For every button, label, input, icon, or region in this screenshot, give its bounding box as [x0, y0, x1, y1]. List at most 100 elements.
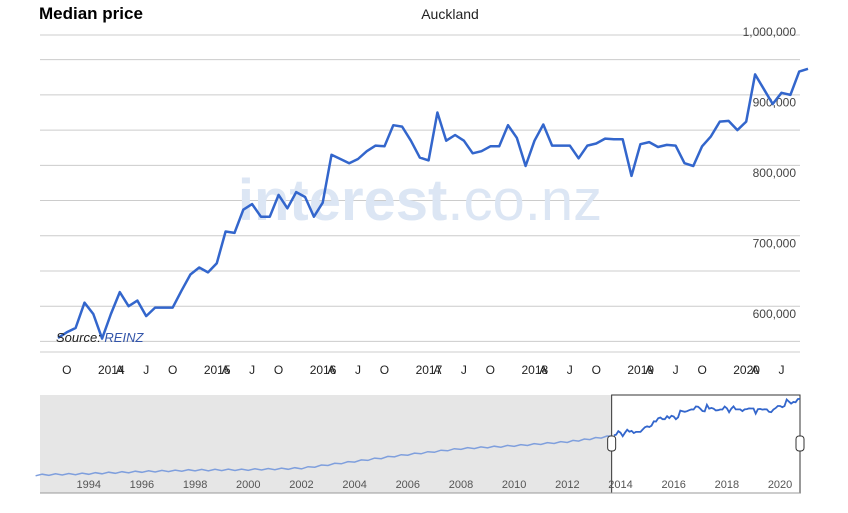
- data-point[interactable]: [152, 305, 158, 311]
- data-point[interactable]: [399, 124, 405, 130]
- data-point[interactable]: [302, 194, 308, 200]
- data-point[interactable]: [373, 143, 379, 149]
- data-point[interactable]: [205, 269, 211, 275]
- data-point[interactable]: [558, 143, 564, 149]
- data-point[interactable]: [364, 148, 370, 154]
- data-point[interactable]: [258, 214, 264, 220]
- data-point[interactable]: [337, 156, 343, 162]
- data-point[interactable]: [355, 156, 361, 162]
- data-point[interactable]: [426, 157, 432, 163]
- data-point[interactable]: [117, 289, 123, 295]
- navigator-left-handle[interactable]: [607, 435, 617, 452]
- x-tick-label: 2014: [98, 363, 125, 377]
- data-point[interactable]: [673, 143, 679, 149]
- data-point[interactable]: [611, 136, 617, 142]
- data-point[interactable]: [805, 66, 811, 72]
- data-point[interactable]: [276, 192, 282, 198]
- data-point[interactable]: [170, 305, 176, 311]
- x-tick-label: A: [116, 363, 124, 377]
- data-point[interactable]: [576, 155, 582, 161]
- data-point[interactable]: [734, 127, 740, 133]
- data-point[interactable]: [717, 119, 723, 125]
- data-point[interactable]: [417, 155, 423, 161]
- data-point[interactable]: [179, 288, 185, 294]
- data-point[interactable]: [346, 160, 352, 166]
- data-point[interactable]: [787, 92, 793, 98]
- price-series-line[interactable]: [57, 67, 809, 340]
- data-point[interactable]: [461, 138, 467, 144]
- data-point[interactable]: [240, 207, 246, 213]
- data-point[interactable]: [779, 90, 785, 96]
- y-tick-label: 800,000: [753, 166, 797, 180]
- data-point[interactable]: [708, 133, 714, 139]
- data-point[interactable]: [629, 173, 635, 179]
- data-point[interactable]: [329, 152, 335, 158]
- data-point[interactable]: [726, 118, 732, 124]
- data-point[interactable]: [567, 143, 573, 149]
- x-tick-label: 2018: [521, 363, 548, 377]
- data-point[interactable]: [681, 160, 687, 166]
- data-point[interactable]: [214, 260, 220, 266]
- data-point[interactable]: [470, 150, 476, 156]
- data-point[interactable]: [540, 121, 546, 127]
- data-point[interactable]: [752, 71, 758, 77]
- data-point[interactable]: [408, 138, 414, 144]
- data-point[interactable]: [311, 214, 317, 220]
- data-point[interactable]: [161, 305, 167, 311]
- data-point[interactable]: [487, 143, 493, 149]
- data-point[interactable]: [249, 201, 255, 207]
- data-point[interactable]: [187, 272, 193, 278]
- data-point[interactable]: [293, 189, 299, 195]
- data-point[interactable]: [690, 163, 696, 169]
- data-point[interactable]: [231, 230, 237, 236]
- data-point[interactable]: [523, 163, 529, 169]
- x-tick-label: 2017: [416, 363, 443, 377]
- data-point[interactable]: [434, 109, 440, 115]
- data-point[interactable]: [699, 143, 705, 149]
- data-point[interactable]: [479, 148, 485, 154]
- data-point[interactable]: [134, 298, 140, 304]
- x-tick-label: O: [486, 363, 495, 377]
- data-point[interactable]: [637, 141, 643, 147]
- data-point[interactable]: [584, 143, 590, 149]
- data-point[interactable]: [496, 143, 502, 149]
- data-point[interactable]: [443, 138, 449, 144]
- x-tick-label: 2016: [310, 363, 337, 377]
- data-point[interactable]: [796, 69, 802, 75]
- data-point[interactable]: [620, 136, 626, 142]
- x-tick-label: A: [433, 363, 441, 377]
- data-point[interactable]: [646, 139, 652, 145]
- data-point[interactable]: [381, 143, 387, 149]
- data-point[interactable]: [390, 122, 396, 128]
- source-link[interactable]: REINZ: [104, 330, 144, 345]
- data-point[interactable]: [143, 313, 149, 319]
- data-point[interactable]: [81, 300, 87, 306]
- data-point[interactable]: [655, 144, 661, 150]
- data-point[interactable]: [223, 229, 229, 235]
- data-point[interactable]: [549, 143, 555, 149]
- x-tick-label: A: [751, 363, 759, 377]
- data-point[interactable]: [267, 214, 273, 220]
- data-point[interactable]: [514, 135, 520, 141]
- x-tick-label: 2019: [627, 363, 654, 377]
- data-point[interactable]: [505, 122, 511, 128]
- data-point[interactable]: [126, 303, 132, 309]
- data-point[interactable]: [284, 205, 290, 211]
- x-tick-label: O: [274, 363, 283, 377]
- y-tick-label: 600,000: [753, 307, 797, 321]
- data-point[interactable]: [602, 136, 608, 142]
- data-point[interactable]: [90, 311, 96, 317]
- data-point[interactable]: [664, 142, 670, 148]
- navigator-right-handle[interactable]: [795, 435, 805, 452]
- data-point[interactable]: [531, 138, 537, 144]
- data-point[interactable]: [770, 101, 776, 107]
- data-point[interactable]: [320, 200, 326, 206]
- x-tick-label: A: [222, 363, 230, 377]
- data-point[interactable]: [593, 140, 599, 146]
- data-point[interactable]: [108, 311, 114, 317]
- data-point[interactable]: [743, 119, 749, 125]
- data-point[interactable]: [452, 132, 458, 138]
- data-point[interactable]: [196, 264, 202, 270]
- data-point[interactable]: [761, 86, 767, 92]
